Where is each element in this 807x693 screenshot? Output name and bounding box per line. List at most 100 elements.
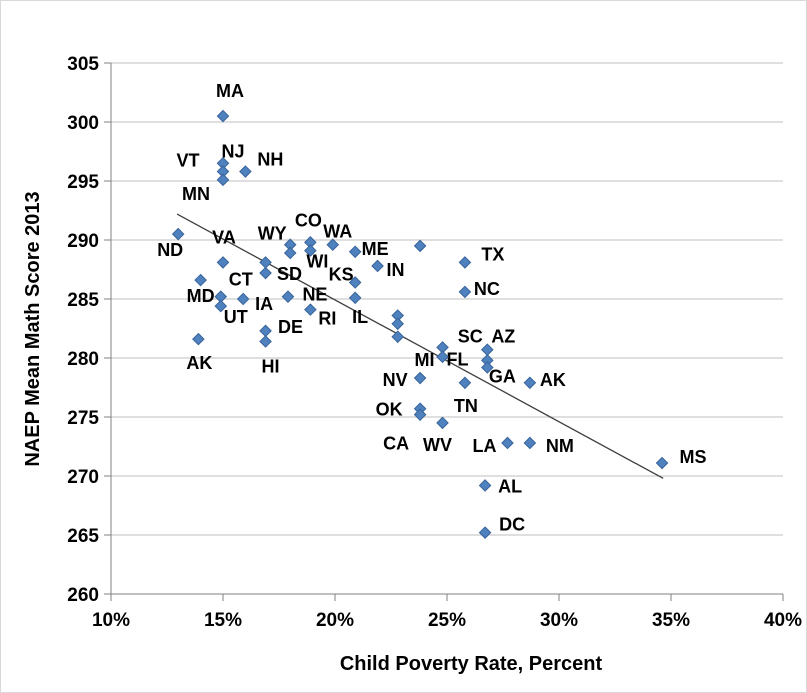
x-axis-title: Child Poverty Rate, Percent xyxy=(340,653,603,675)
data-point-NC-29 xyxy=(458,285,472,299)
state-label-NE-25: NE xyxy=(302,285,327,305)
state-label-MA-0: MA xyxy=(216,81,244,101)
state-label-AZ-38: AZ xyxy=(491,326,515,346)
data-point-NV-35 xyxy=(413,371,427,385)
state-label-WI-19: WI xyxy=(306,252,328,272)
state-label-WV-43: WV xyxy=(423,435,452,455)
state-label-MN-3: MN xyxy=(182,184,210,204)
state-label-VT-2: VT xyxy=(176,151,199,171)
state-label-IL-24: IL xyxy=(352,307,368,327)
y-tick-label-300: 300 xyxy=(67,113,99,134)
data-point-unlabeled-15 xyxy=(259,256,272,269)
x-tick-label-35%: 35% xyxy=(652,610,690,631)
data-point-VA-6 xyxy=(216,256,230,269)
data-point-MA-0 xyxy=(216,109,230,123)
trend-line xyxy=(176,213,664,479)
data-point-MS-46 xyxy=(655,456,669,470)
state-label-VA-6: VA xyxy=(212,227,236,247)
state-label-SD-14: SD xyxy=(277,264,302,284)
data-point-NE-25 xyxy=(281,290,295,303)
data-point-DC-48 xyxy=(478,526,492,539)
x-tick-label-20%: 20% xyxy=(316,610,354,631)
data-point-IA-9 xyxy=(236,292,250,306)
state-label-SC-37: SC xyxy=(458,327,483,347)
data-point-NM-45 xyxy=(523,436,537,450)
y-tick-label-295: 295 xyxy=(67,172,99,193)
y-tick-label-285: 285 xyxy=(67,290,99,311)
data-point-AL-47 xyxy=(478,479,492,492)
state-label-HI-13: HI xyxy=(262,356,280,376)
y-tick-label-305: 305 xyxy=(67,54,99,75)
state-label-FL-33: FL xyxy=(447,349,469,369)
data-point-NH-4 xyxy=(239,165,252,178)
y-tick-label-270: 270 xyxy=(67,467,99,488)
state-label-UT-10: UT xyxy=(224,307,248,327)
state-label-LA-44: LA xyxy=(472,436,496,456)
data-point-CA-42 xyxy=(413,408,427,421)
data-point-GA-39 xyxy=(481,361,494,374)
data-point-WA-20 xyxy=(326,238,340,252)
state-label-DE-12: DE xyxy=(278,317,303,337)
data-point-MI-34 xyxy=(436,350,449,364)
state-label-NM-45: NM xyxy=(546,436,574,456)
state-label-AK-40: AK xyxy=(540,370,566,390)
state-label-TN-36: TN xyxy=(454,396,478,416)
x-tick-label-40%: 40% xyxy=(764,610,802,631)
state-label-WA-20: WA xyxy=(323,222,352,242)
data-point-ND-5 xyxy=(171,227,185,241)
data-point-UT-10 xyxy=(214,299,228,313)
y-tick-label-275: 275 xyxy=(67,408,99,429)
y-axis-title: NAEP Mean Math Score 2013 xyxy=(22,191,44,466)
state-label-IA-9: IA xyxy=(255,294,273,314)
y-tick-label-265: 265 xyxy=(67,526,99,547)
state-label-CO-18: CO xyxy=(295,210,322,230)
state-label-CA-42: CA xyxy=(383,434,409,454)
state-label-AL-47: AL xyxy=(498,476,522,496)
x-tick-label-30%: 30% xyxy=(540,610,578,631)
data-point-unlabeled-31 xyxy=(391,317,405,331)
state-label-MS-46: MS xyxy=(680,447,707,467)
data-point-WI-19 xyxy=(304,244,317,257)
data-point-DE-12 xyxy=(259,324,272,338)
data-point-unlabeled-22 xyxy=(413,239,427,253)
state-label-MD-7: MD xyxy=(187,286,215,306)
data-point-KS-23 xyxy=(348,276,362,289)
data-point-RI-26 xyxy=(304,303,317,316)
data-point-AK-40 xyxy=(523,376,537,390)
state-label-OK-41: OK xyxy=(376,400,403,420)
state-label-KS-23: KS xyxy=(329,264,354,284)
state-label-RI-26: RI xyxy=(318,309,336,329)
y-tick-label-290: 290 xyxy=(67,231,99,252)
data-point-TN-36 xyxy=(458,376,472,390)
data-point-IL-24 xyxy=(348,291,362,305)
state-label-CT-8: CT xyxy=(229,270,253,290)
state-label-TX-28: TX xyxy=(481,244,504,264)
state-label-ME-21: ME xyxy=(362,239,389,259)
state-label-GA-39: GA xyxy=(489,366,516,386)
x-tick-label-25%: 25% xyxy=(428,610,466,631)
state-label-WY-16: WY xyxy=(258,224,287,244)
data-point-HI-13 xyxy=(259,335,272,348)
data-point-IN-27 xyxy=(371,259,384,273)
state-label-IN-27: IN xyxy=(387,260,405,280)
x-tick-label-10%: 10% xyxy=(92,610,130,631)
state-label-NC-29: NC xyxy=(474,279,500,299)
y-tick-label-280: 280 xyxy=(67,349,99,370)
data-point-SD-14 xyxy=(259,266,272,280)
y-tick-label-260: 260 xyxy=(67,585,99,606)
data-point-AK-11 xyxy=(192,332,205,346)
state-label-AK-11: AK xyxy=(186,353,212,373)
data-point-MN-3 xyxy=(216,173,230,187)
x-tick-label-15%: 15% xyxy=(204,610,242,631)
data-point-MD-7 xyxy=(194,273,207,287)
data-point-ME-21 xyxy=(348,245,362,259)
state-label-NH-4: NH xyxy=(257,150,283,170)
data-point-unlabeled-17 xyxy=(283,246,297,260)
state-label-NV-35: NV xyxy=(383,370,408,390)
state-label-MI-34: MI xyxy=(415,350,435,370)
data-point-LA-44 xyxy=(501,436,514,450)
state-label-ND-5: ND xyxy=(157,240,183,260)
data-point-TX-28 xyxy=(458,256,472,269)
